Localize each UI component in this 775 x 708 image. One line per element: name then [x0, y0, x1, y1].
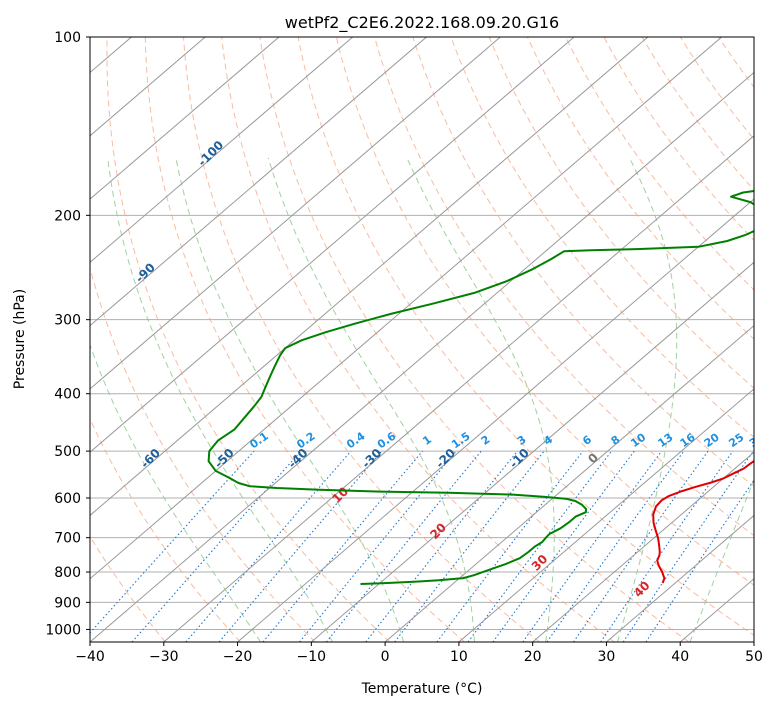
mixing-ratio-line — [546, 450, 685, 642]
x-tick-label: 10 — [450, 649, 468, 665]
isotherm-line — [90, 37, 722, 580]
dry-adiabat-line — [90, 535, 166, 642]
moist-adiabat-line — [90, 343, 261, 642]
y-tick-label: 900 — [54, 595, 81, 611]
dewpoint-profile — [207, 189, 754, 585]
mixing-ratio-line — [522, 450, 663, 642]
x-tick-label: 20 — [524, 649, 542, 665]
mixing-ratio-line — [365, 450, 518, 642]
x-tick-label: −30 — [149, 649, 179, 665]
y-axis-ticks: 100 200 300 400 500 600 700 800 900 1000 — [45, 30, 90, 638]
isotherm-line — [90, 37, 501, 390]
x-axis-ticks: −40 −30 −20 −10 0 10 20 30 40 50 — [75, 642, 763, 665]
y-tick-label: 500 — [54, 444, 81, 460]
sounding-profiles — [207, 189, 754, 585]
y-tick-label: 400 — [54, 387, 81, 403]
mixing-ratio-line — [131, 450, 302, 642]
y-tick-label: 1000 — [45, 622, 81, 638]
moist-adiabat-line — [617, 157, 678, 642]
chart-title: wetPf2_C2E6.2022.168.09.20.G16 — [285, 13, 559, 33]
mixing-ratio-lines — [90, 450, 754, 642]
x-tick-label: 40 — [671, 649, 689, 665]
dry-adiabat-line — [641, 37, 754, 191]
moist-adiabat-line — [689, 478, 754, 642]
isotherm-line — [90, 71, 754, 642]
dry-adiabat-line — [450, 37, 754, 438]
isotherms — [90, 37, 754, 642]
x-tick-label: −10 — [297, 649, 327, 665]
y-tick-label: 600 — [54, 491, 81, 507]
isotherm-line — [311, 261, 754, 642]
pressure-gridlines — [90, 37, 754, 630]
isotherm-line — [90, 37, 280, 200]
mixing-ratio-line — [394, 450, 545, 642]
isotherm-line — [458, 388, 754, 642]
dry-adiabat-line — [335, 37, 754, 586]
x-tick-label: 0 — [381, 649, 390, 665]
mixing-ratio-line — [90, 450, 255, 634]
dry-adiabat-line — [297, 37, 754, 636]
moist-adiabats — [90, 157, 754, 642]
dry-adiabat-line — [90, 265, 316, 642]
isotherm-line — [90, 37, 575, 453]
y-axis-label: Pressure (hPa) — [12, 289, 28, 389]
y-tick-label: 200 — [54, 208, 81, 224]
isotherm-line — [163, 135, 754, 642]
mixing-ratio-line — [436, 450, 584, 642]
isotherm-line — [90, 37, 649, 517]
dry-adiabat-line — [412, 37, 754, 487]
y-tick-label: 100 — [54, 30, 81, 46]
x-tick-label: −20 — [223, 649, 253, 665]
temperature-profile — [652, 459, 754, 584]
mixing-ratio-line — [299, 450, 457, 642]
dry-adiabats — [90, 37, 754, 642]
isotherm-line — [90, 37, 354, 264]
y-tick-label: 800 — [54, 565, 81, 581]
moist-adiabat-line — [406, 157, 555, 642]
x-axis-label: Temperature (°C) — [361, 681, 483, 697]
dry-adiabat-line — [221, 37, 615, 642]
plot-frame — [89, 36, 755, 643]
moist-adiabat-line — [107, 157, 333, 642]
mixing-ratio-line — [218, 450, 383, 642]
mixing-ratio-line — [622, 450, 754, 642]
isotherm-line — [384, 324, 754, 642]
y-tick-label: 300 — [54, 313, 81, 329]
x-tick-label: 30 — [598, 649, 616, 665]
dry-adiabat-line — [183, 37, 540, 642]
isotherm-line — [237, 198, 754, 642]
mixing-ratio-line — [325, 450, 482, 642]
x-tick-label: −40 — [75, 649, 105, 665]
isotherm-line — [532, 451, 754, 642]
moist-adiabat-line — [175, 157, 405, 642]
x-tick-label: 50 — [745, 649, 763, 665]
dry-adiabat-line — [565, 37, 754, 291]
isotherm-line — [90, 37, 427, 327]
mixing-ratio-line — [262, 450, 424, 642]
dry-adiabat-line — [488, 37, 754, 389]
mixing-ratio-line — [573, 450, 709, 642]
dry-adiabat-line — [259, 37, 690, 642]
isotherm-line — [606, 514, 754, 642]
dry-adiabat-line — [374, 37, 754, 537]
mixing-ratio-label: 30 — [747, 430, 767, 450]
y-tick-label: 700 — [54, 531, 81, 547]
